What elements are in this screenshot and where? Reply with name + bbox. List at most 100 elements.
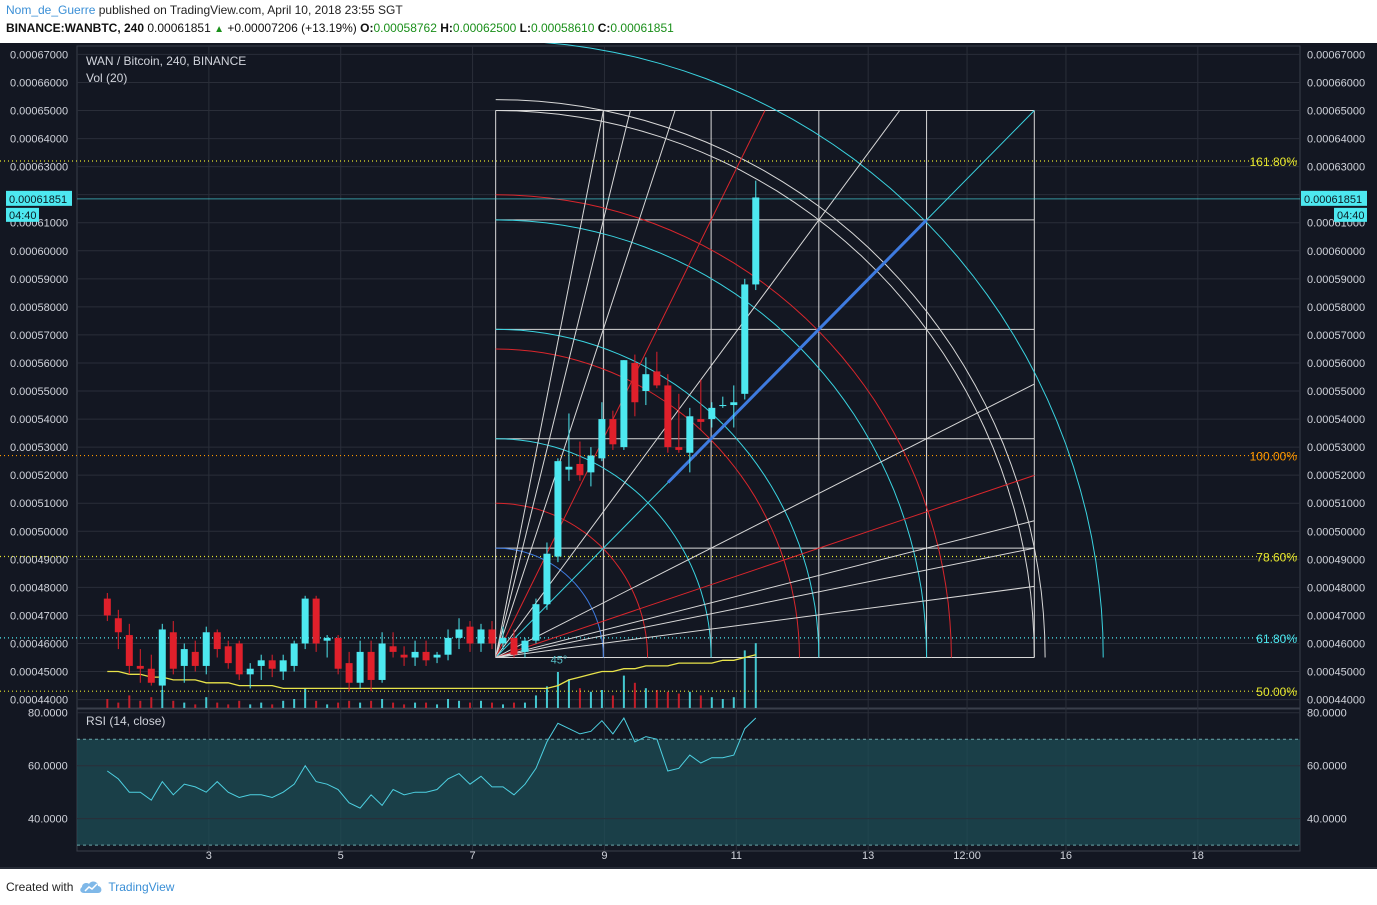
author-link[interactable]: Nom_de_Guerre [6, 3, 96, 17]
time-tick-label: 12:00 [953, 850, 981, 862]
rsi-tick-label-right: 40.0000 [1307, 814, 1347, 826]
rsi-line [107, 716, 757, 809]
volume-bar [304, 688, 307, 708]
volume-bar [534, 695, 537, 708]
fib-level-label: 50.00% [1256, 685, 1297, 699]
countdown-badge-right [1334, 207, 1367, 222]
volume-bar [644, 688, 647, 708]
price-tick-label-left: 0.00066000 [10, 77, 68, 89]
time-tick-label: 18 [1192, 850, 1204, 862]
price-tick-label-right: 0.00055000 [1307, 386, 1365, 398]
volume-bar [359, 702, 362, 708]
candle-body [290, 643, 298, 666]
price-tick-label-left: 0.00046000 [10, 638, 68, 650]
time-tick-label: 16 [1060, 850, 1072, 862]
countdown-badge-text-right: 04:40 [1337, 210, 1365, 222]
up-arrow-icon: ▲ [214, 24, 225, 35]
volume-bar [139, 700, 142, 708]
last-price-badge-right [1301, 190, 1367, 206]
volume-bar [523, 702, 526, 708]
volume-bar [688, 691, 691, 708]
volume-bar [622, 675, 625, 708]
candle-body [477, 629, 485, 644]
volume-bar [743, 650, 746, 708]
candle-body [114, 618, 122, 633]
price-tick-label-right: 0.00049000 [1307, 554, 1365, 566]
volume-bar [611, 695, 614, 708]
volume-bar [633, 682, 636, 708]
price-tick-label-left: 0.00050000 [10, 526, 68, 538]
volume-bar [205, 697, 208, 708]
countdown-badge-text-left: 04:40 [9, 210, 37, 222]
tradingview-link[interactable]: TradingView [79, 880, 174, 894]
symbol: BINANCE:WANBTC, 240 [6, 21, 145, 35]
volume-bar [655, 690, 658, 708]
candle-body [466, 626, 474, 644]
candle-body [191, 651, 199, 666]
volume-bar [238, 700, 241, 708]
candle-body [521, 640, 529, 652]
rsi-tick-label-left: 80.0000 [28, 708, 68, 720]
gann-fan-line [495, 110, 604, 658]
candle-body [279, 660, 287, 672]
candle-body [147, 668, 155, 683]
volume-bar [282, 700, 285, 708]
published-text: published on TradingView.com, April 10, … [98, 3, 403, 17]
volume-bar [721, 699, 724, 708]
volume-bar [480, 700, 483, 708]
price-tick-label-right: 0.00051000 [1307, 498, 1365, 510]
candle-body [202, 632, 210, 666]
candle-body [609, 419, 617, 445]
open-label: O: [360, 21, 374, 35]
price-tick-label-left: 0.00049000 [10, 554, 68, 566]
volume-bar [677, 693, 680, 708]
rsi-tick-label-right: 60.0000 [1307, 761, 1347, 773]
candle-body [180, 649, 188, 666]
volume-bar [293, 699, 296, 708]
candle-body [587, 455, 595, 473]
volume-bar [501, 704, 504, 708]
candle-body [213, 632, 221, 650]
price-tick-label-left: 0.00056000 [10, 358, 68, 370]
price-tick-label-right: 0.00058000 [1307, 302, 1365, 314]
close-value: 0.00061851 [610, 21, 674, 35]
volume-bar [381, 699, 384, 708]
candle-body [246, 668, 254, 675]
candle-body [378, 643, 386, 680]
price-tick-label-left: 0.00067000 [10, 49, 68, 61]
price-tick-label-right: 0.00047000 [1307, 610, 1365, 622]
volume-bar [512, 702, 515, 708]
price-tick-label-right: 0.00066000 [1307, 77, 1365, 89]
candle-body [334, 637, 342, 669]
volume-bar [403, 704, 406, 708]
countdown-badge-left [6, 207, 39, 222]
candle-body [312, 598, 320, 644]
volume-bar [260, 702, 263, 708]
candle-body [697, 419, 705, 422]
price-tick-label-right: 0.00060000 [1307, 246, 1365, 258]
rsi-band-fill [77, 739, 1300, 846]
gann-angle-label: 45° [551, 655, 568, 667]
volume-sma-line [107, 654, 756, 690]
candle-body [455, 629, 463, 638]
candle-body [158, 629, 166, 686]
low-label: L: [519, 21, 531, 35]
price-tick-label-left: 0.00057000 [10, 330, 68, 342]
candle-body [730, 402, 738, 406]
gann-fan-line [495, 383, 1035, 658]
price-tick-label-right: 0.00053000 [1307, 442, 1365, 454]
volume-bar [315, 700, 318, 708]
gann-fan-line [495, 547, 1035, 658]
candle-body [752, 197, 760, 285]
gann-fan-line [495, 110, 901, 658]
volume-bar [194, 704, 197, 708]
candle-body [345, 663, 353, 683]
volume-bar [589, 691, 592, 708]
volume-bar [337, 702, 340, 708]
price-tick-label-left: 0.00063000 [10, 162, 68, 174]
chart-canvas[interactable]: 0.00067000 0.00067000 0.00066000 0.00066000… [0, 43, 1377, 869]
price-pane-border [76, 45, 1301, 709]
candle-body [169, 632, 177, 669]
footer: Created with TradingView [6, 878, 174, 896]
price-tick-label-right: 0.00045000 [1307, 667, 1365, 679]
